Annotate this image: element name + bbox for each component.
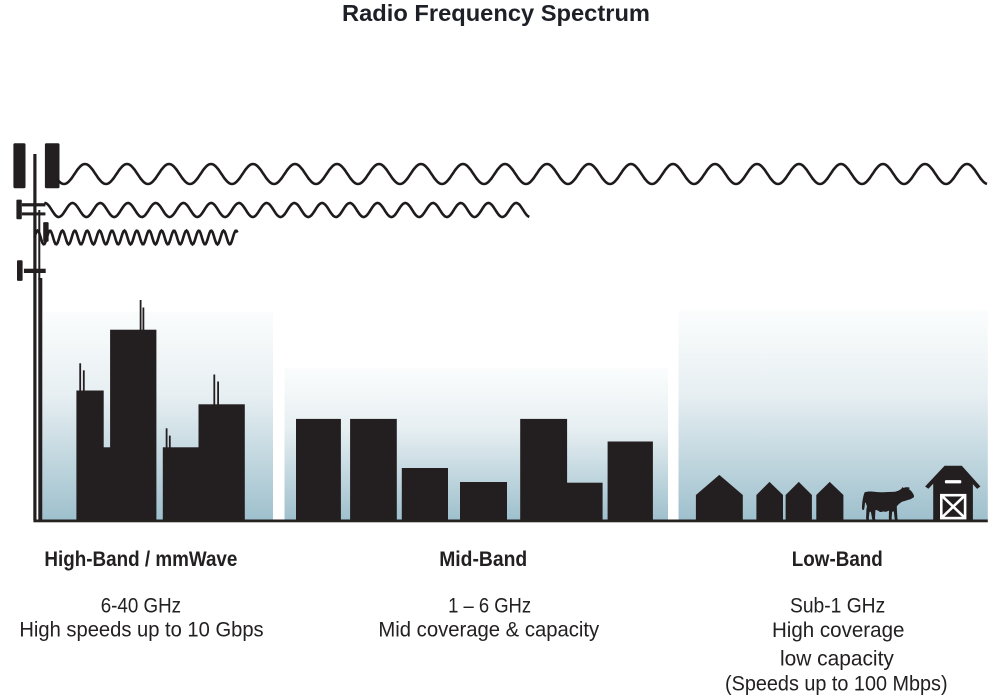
svg-text:1 – 6 GHz: 1 – 6 GHz: [448, 594, 531, 617]
svg-text:High coverage: High coverage: [772, 619, 905, 642]
svg-text:High-Band / mmWave: High-Band / mmWave: [44, 548, 237, 571]
svg-text:Sub-1 GHz: Sub-1 GHz: [790, 594, 885, 617]
svg-text:Mid-Band: Mid-Band: [439, 548, 527, 571]
svg-text:Radio Frequency Spectrum: Radio Frequency Spectrum: [342, 0, 650, 26]
svg-text:High speeds up to 10 Gbps: High speeds up to 10 Gbps: [19, 618, 263, 641]
svg-text:low capacity: low capacity: [780, 647, 894, 670]
svg-text:6-40 GHz: 6-40 GHz: [101, 594, 181, 617]
svg-text:Mid coverage & capacity: Mid coverage & capacity: [378, 618, 599, 641]
svg-text:Low-Band: Low-Band: [792, 548, 883, 571]
svg-text:(Speeds up to 100 Mbps): (Speeds up to 100 Mbps): [725, 672, 948, 695]
